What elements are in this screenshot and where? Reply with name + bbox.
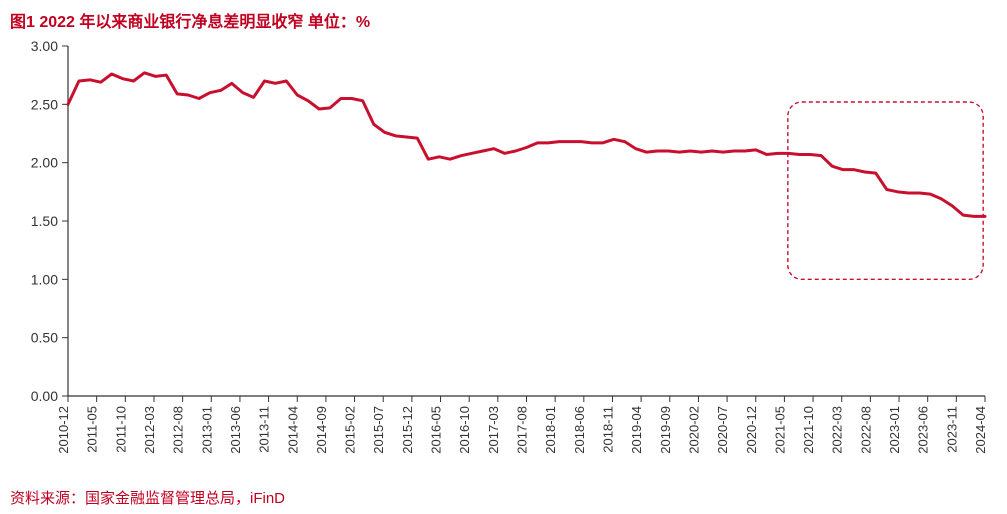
x-tick-label: 2013-11 — [257, 406, 272, 453]
x-tick-label: 2023-11 — [944, 406, 959, 453]
y-tick-label: 0.50 — [31, 330, 58, 346]
x-tick-label: 2021-10 — [801, 406, 816, 454]
x-tick-label: 2017-08 — [515, 406, 530, 454]
y-tick-label: 1.00 — [31, 271, 58, 287]
x-tick-label: 2022-08 — [858, 406, 873, 454]
x-tick-label: 2015-07 — [371, 406, 386, 454]
x-tick-label: 2019-09 — [658, 406, 673, 454]
figure-container: 图1 2022 年以来商业银行净息差明显收窄 单位：% 0.00 0.50 1.00… — [0, 0, 1007, 514]
chart-title: 图1 2022 年以来商业银行净息差明显收窄 单位：% — [10, 8, 370, 32]
y-tick-label: 2.50 — [31, 96, 58, 112]
x-tick-label: 2015-02 — [343, 406, 358, 454]
x-tick-label: 2014-09 — [314, 406, 329, 454]
x-tick-label: 2018-01 — [543, 406, 558, 454]
x-tick-label: 2013-06 — [228, 406, 243, 454]
x-tick-label: 2023-06 — [916, 406, 931, 454]
x-tick-label: 2022-03 — [830, 406, 845, 454]
x-tick-label: 2018-06 — [572, 406, 587, 454]
x-tick-label: 2018-11 — [600, 406, 615, 453]
data-source: 资料来源：国家金融监督管理总局，iFinD — [10, 487, 285, 508]
data-line — [68, 73, 985, 217]
x-tick-label: 2014-04 — [285, 406, 300, 454]
x-tick-label: 2020-07 — [715, 406, 730, 454]
chart-area: 0.00 0.50 1.00 1.50 2.00 2.50 3.00 2010-12 2011-… — [10, 36, 997, 484]
x-tick-label: 2021-05 — [772, 406, 787, 454]
x-tick-label: 2010-12 — [56, 406, 71, 454]
y-tick-label: 0.00 — [31, 388, 58, 404]
x-tick-label: 2015-12 — [400, 406, 415, 454]
x-tick-label: 2013-01 — [199, 406, 214, 454]
x-tick-label: 2012-08 — [171, 406, 186, 454]
highlight-box — [788, 102, 983, 279]
x-tick-label: 2020-12 — [744, 406, 759, 454]
line-chart-svg: 0.00 0.50 1.00 1.50 2.00 2.50 3.00 2010-12 2011-… — [10, 36, 997, 484]
x-tick-label: 2011-05 — [85, 406, 100, 453]
y-tick-label: 2.00 — [31, 155, 58, 171]
x-tick-label: 2024-04 — [973, 406, 988, 454]
x-tick-label: 2020-02 — [686, 406, 701, 454]
x-tick-label: 2011-10 — [113, 406, 128, 453]
x-tick-label: 2016-05 — [429, 406, 444, 454]
x-tick-label: 2023-01 — [887, 406, 902, 454]
x-tick-label: 2019-04 — [629, 406, 644, 454]
x-tick-label: 2016-10 — [457, 406, 472, 454]
y-tick-label: 3.00 — [31, 38, 58, 54]
y-tick-label: 1.50 — [31, 213, 58, 229]
x-tick-label: 2017-03 — [486, 406, 501, 454]
x-tick-label: 2012-03 — [142, 406, 157, 454]
